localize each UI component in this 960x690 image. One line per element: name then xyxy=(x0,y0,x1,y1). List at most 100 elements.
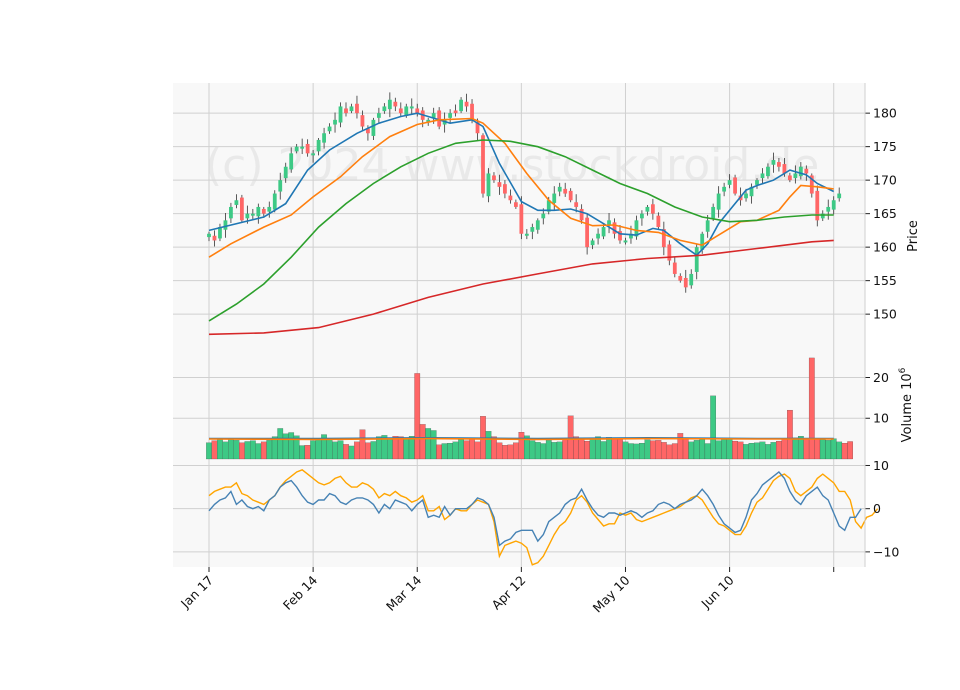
grid-lines xyxy=(173,83,865,567)
volume-bar xyxy=(370,441,377,460)
volume-bar xyxy=(250,440,256,460)
candle-up xyxy=(289,153,294,170)
volume-bar xyxy=(606,437,612,460)
volume-bar xyxy=(787,409,793,460)
y-tick-label: 160 xyxy=(873,240,897,255)
candle-up xyxy=(524,233,529,236)
candle-down xyxy=(683,277,688,288)
volume-bar xyxy=(387,437,393,460)
volume-bar xyxy=(611,437,618,460)
candle-up xyxy=(837,193,842,199)
volume-bar xyxy=(315,438,322,460)
volume-bar xyxy=(584,440,590,460)
x-tick-label: Jun 10 xyxy=(698,572,737,611)
candle-down xyxy=(804,168,809,174)
candle-up xyxy=(755,180,759,185)
volume-bar xyxy=(841,443,848,460)
volume-bar xyxy=(436,444,443,460)
candle-up xyxy=(431,113,436,118)
volume-bar xyxy=(622,441,629,460)
volume-bar xyxy=(513,442,519,460)
volume-bar xyxy=(551,442,558,460)
volume-bar xyxy=(337,440,344,460)
volume-bar xyxy=(803,438,810,460)
volume-bar xyxy=(737,441,744,460)
volume-bar xyxy=(282,433,289,460)
candle-up xyxy=(557,186,562,192)
candle-up xyxy=(771,160,776,165)
volume-axis-exponent: 6 xyxy=(898,367,908,373)
candle-up xyxy=(623,240,628,243)
candle-up xyxy=(831,200,836,210)
candle-up xyxy=(250,213,255,216)
volume-bar xyxy=(595,436,601,460)
volume-bar xyxy=(660,442,667,460)
price-bg xyxy=(173,83,865,351)
y-tick-label: 155 xyxy=(873,273,897,288)
volume-bar xyxy=(617,439,623,460)
x-tick-label: Apr 12 xyxy=(489,573,529,613)
candle-down xyxy=(667,244,672,261)
candle-down xyxy=(815,190,820,221)
candle-up xyxy=(404,106,409,116)
y-tick-label: 10 xyxy=(873,411,889,426)
volume-bar xyxy=(343,444,349,460)
volume-bar xyxy=(288,432,295,460)
candle-down xyxy=(497,182,502,187)
candle-up xyxy=(387,99,392,110)
volume-average-line xyxy=(208,437,834,441)
candle-down xyxy=(470,103,474,120)
volume-bar xyxy=(688,441,695,460)
candle-up xyxy=(601,227,606,237)
volume-bar xyxy=(573,436,579,460)
volume-bar xyxy=(217,439,223,460)
candle-up xyxy=(426,119,431,122)
volume-bar xyxy=(458,439,464,460)
candle-up xyxy=(338,106,343,123)
y-tick-label: 170 xyxy=(873,173,897,188)
candle-up xyxy=(689,273,694,286)
candle-down xyxy=(656,215,661,228)
macd-line xyxy=(208,471,862,547)
candle-up xyxy=(234,200,239,205)
candle-up xyxy=(267,206,272,212)
volume-bar xyxy=(419,424,426,460)
y-tick-label: 180 xyxy=(873,106,897,121)
candle-down xyxy=(661,229,666,248)
candle-up xyxy=(459,99,463,112)
volume-bar xyxy=(743,444,749,460)
volume-bar xyxy=(759,441,766,460)
volume-bar xyxy=(397,436,404,460)
candle-up xyxy=(705,220,710,232)
volume-bar xyxy=(677,433,684,460)
candle-up xyxy=(294,146,299,152)
candle-up xyxy=(711,206,716,219)
candle-down xyxy=(503,184,507,194)
volume-bar xyxy=(408,436,415,460)
candle-up xyxy=(223,220,228,230)
volume-bar xyxy=(365,442,371,460)
candle-down xyxy=(261,208,266,214)
candle-down xyxy=(787,175,792,181)
candle-down xyxy=(212,235,217,241)
volume-bar xyxy=(540,443,547,460)
candle-up xyxy=(694,247,699,272)
candle-up xyxy=(448,113,453,118)
candle-up xyxy=(700,233,705,250)
candle-up xyxy=(645,206,650,212)
volume-bar xyxy=(814,438,821,460)
candle-up xyxy=(300,146,305,149)
candle-down xyxy=(508,195,513,201)
candle-up xyxy=(590,240,595,246)
volume-bar xyxy=(447,443,453,460)
candle-up xyxy=(535,220,540,230)
volume-bar xyxy=(847,441,853,460)
candle-up xyxy=(371,119,376,136)
volume-bar xyxy=(567,415,574,460)
y-tick-label: 175 xyxy=(873,139,897,154)
volume-bar xyxy=(639,443,645,460)
panel-backgrounds xyxy=(173,83,865,567)
volume-bar xyxy=(748,443,755,460)
volume-bar xyxy=(425,428,432,460)
